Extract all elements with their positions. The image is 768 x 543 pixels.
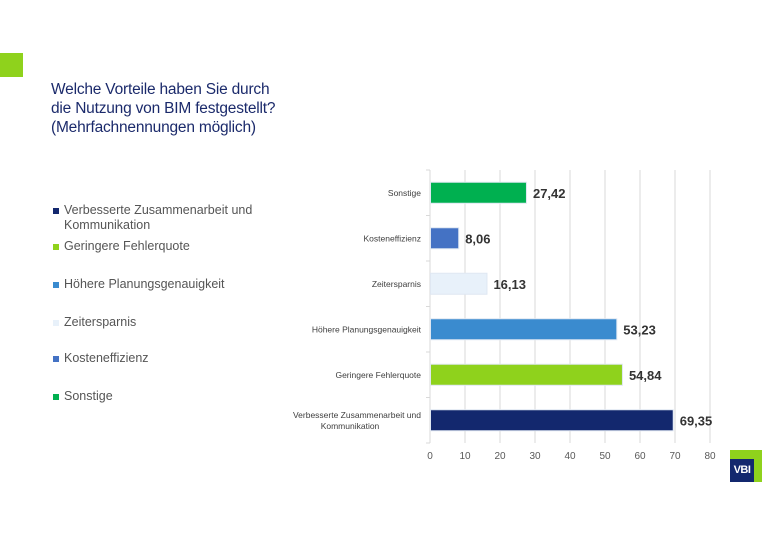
title-line: Welche Vorteile haben Sie durch: [51, 81, 270, 98]
x-tick-label: 80: [704, 451, 716, 462]
data-label: 69,35: [680, 413, 713, 428]
data-label: 53,23: [623, 322, 656, 337]
category-label: Kommunikation: [321, 421, 380, 431]
x-tick-label: 40: [564, 451, 576, 462]
legend-swatch-icon: [53, 320, 59, 326]
legend-item: Geringere Fehlerquote: [53, 239, 190, 254]
vbi-logo: VBI: [730, 450, 762, 482]
legend-item: Zeitersparnis: [53, 315, 136, 330]
data-label: 8,06: [465, 231, 490, 246]
title-line: die Nutzung von BIM festgestellt?: [51, 100, 276, 117]
legend-swatch-icon: [53, 356, 59, 362]
legend-swatch-icon: [53, 244, 59, 250]
category-label: Kosteneffizienz: [364, 233, 422, 243]
legend-label: Geringere Fehlerquote: [64, 239, 190, 253]
bar: [430, 363, 623, 386]
bar: [430, 181, 527, 204]
data-label: 54,84: [629, 368, 662, 383]
legend-swatch-icon: [53, 394, 59, 400]
category-label: Zeitersparnis: [372, 279, 421, 289]
legend-item: Sonstige: [53, 389, 113, 404]
category-label: Verbesserte Zusammenarbeit und: [293, 410, 421, 420]
legend-label: Zeitersparnis: [64, 315, 137, 329]
data-label: 16,13: [493, 277, 526, 292]
x-tick-label: 10: [459, 451, 471, 462]
x-tick-label: 60: [634, 451, 646, 462]
legend-label: Kosteneffizienz: [64, 351, 149, 365]
bar: [430, 227, 460, 250]
x-tick-label: 50: [599, 451, 611, 462]
bar: [430, 318, 618, 341]
x-tick-label: 20: [494, 451, 506, 462]
legend-swatch-icon: [53, 282, 59, 288]
title-line: (Mehrfachnennungen möglich): [51, 119, 256, 136]
legend-swatch-icon: [53, 208, 59, 214]
legend-item: Höhere Planungsgenauigkeit: [53, 277, 225, 292]
legend-label: Höhere Planungsgenauigkeit: [64, 277, 225, 291]
category-label: Sonstige: [388, 188, 421, 198]
data-label: 27,42: [533, 186, 566, 201]
category-label: Höhere Planungsgenauigkeit: [312, 324, 422, 334]
legend-label: Sonstige: [64, 389, 113, 403]
x-tick-label: 0: [427, 451, 433, 462]
chart-title: Welche Vorteile haben Sie durch die Nutz…: [51, 80, 371, 137]
category-label: Geringere Fehlerquote: [335, 370, 421, 380]
vbi-logo-text: VBI: [730, 459, 754, 482]
x-tick-label: 70: [669, 451, 681, 462]
brand-accent-square: [0, 53, 23, 77]
bar: [430, 272, 488, 295]
bar: [430, 409, 674, 432]
legend-item: Verbesserte Zusammenarbeit und Kommunikat…: [53, 203, 252, 233]
x-tick-label: 30: [529, 451, 541, 462]
legend-label: Verbesserte Zusammenarbeit und Kommunikat…: [64, 203, 253, 232]
legend-item: Kosteneffizienz: [53, 351, 149, 366]
